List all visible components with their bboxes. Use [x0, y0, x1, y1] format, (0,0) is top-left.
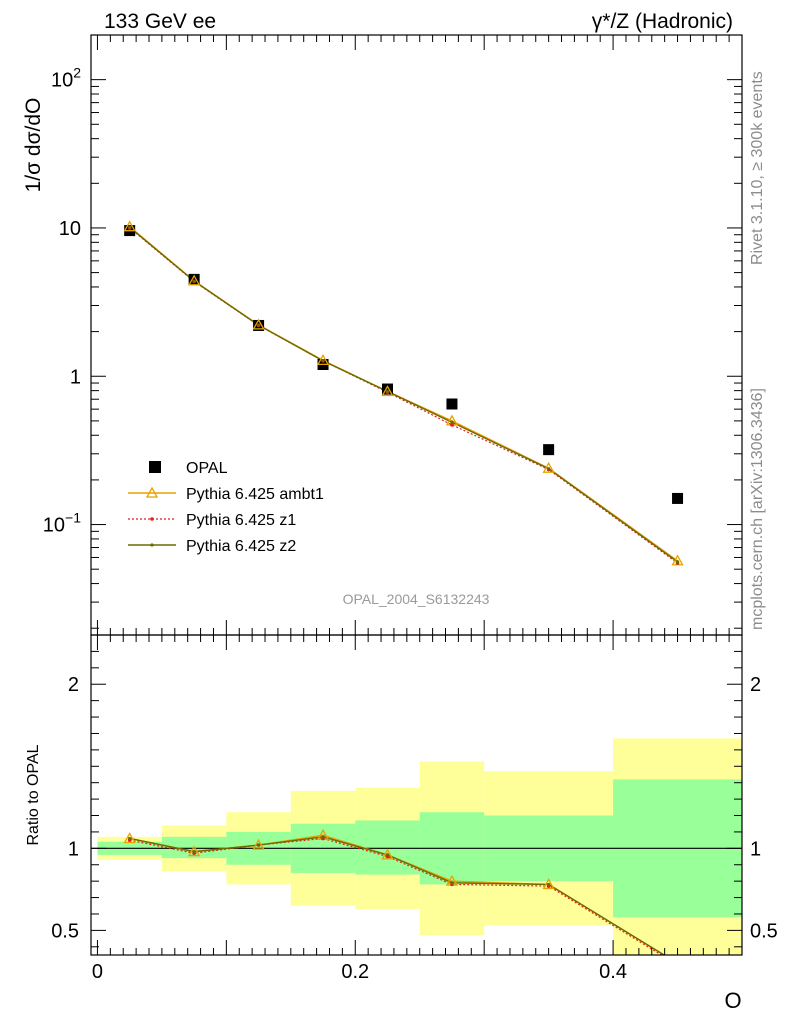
data-point-1-4 [381, 385, 394, 397]
ratio-point-2-3 [321, 835, 325, 839]
legend-label: Pythia 6.425 z2 [186, 538, 296, 555]
chart-title-right: γ*/Z (Hadronic) [592, 10, 733, 33]
legend-label: Pythia 6.425 ambt1 [186, 486, 324, 503]
x-tick-label: 0.2 [341, 961, 369, 983]
analysis-watermark: OPAL_2004_S6132243 [343, 591, 490, 607]
x-axis-label: O [724, 988, 741, 1013]
data-point-3-3 [321, 359, 325, 363]
data-point-1-1 [188, 274, 201, 286]
data-point-1-6 [542, 461, 555, 473]
legend-swatch-marker [150, 543, 154, 547]
ratio-point-2-7 [676, 962, 679, 965]
data-point-3-2 [256, 323, 261, 327]
ratio-series-group [123, 828, 683, 967]
ratio-point-2-6 [547, 882, 551, 887]
data-point-1-2 [252, 318, 265, 330]
ratio-y-tick-label-right: 2 [750, 674, 761, 696]
x-tick-label: 0.4 [599, 961, 627, 983]
legend-item: Pythia 6.425 z1 [128, 512, 296, 529]
data-point-0-5 [446, 398, 458, 410]
data-point-0-1 [188, 273, 200, 285]
ratio-point-0-7 [673, 958, 683, 967]
side-text-upper: Rivet 3.1.10, ≥ 300k events [749, 71, 766, 265]
x-tick-label: 0 [92, 961, 103, 983]
ratio-y-tick-label-left: 0.5 [51, 920, 79, 942]
data-point-3-7 [675, 560, 680, 564]
legend: OPAL Pythia 6.425 ambt1 Pythia 6.425 z1 Pyt… [128, 460, 324, 555]
ratio-series [123, 828, 683, 967]
ratio-frame [90, 634, 743, 956]
legend-item: Pythia 6.425 z2 [128, 538, 296, 555]
data-point-1-0 [123, 220, 136, 232]
ratio-y-axis-label: Ratio to OPAL [25, 744, 42, 845]
ratio-point-0-6 [542, 878, 555, 890]
data-point-0-4 [381, 383, 393, 395]
y-tick-label: 10−1 [43, 510, 81, 537]
main-ticks [91, 34, 743, 635]
ratio-point-2-0 [128, 836, 132, 841]
legend-swatch-marker [150, 517, 154, 521]
ratio-point-0-4 [381, 848, 394, 860]
series-line-1 [129, 226, 678, 562]
y-tick-label: 102 [51, 65, 81, 92]
data-point-3-1 [192, 279, 196, 283]
y-tick-label: 10 [59, 218, 81, 240]
data-point-3-5 [450, 420, 454, 424]
legend-swatch-marker [145, 486, 159, 498]
chart-title-left: 133 GeV ee [104, 10, 216, 33]
main-series [123, 220, 684, 566]
legend-item: Pythia 6.425 ambt1 [128, 486, 324, 503]
data-point-0-7 [672, 492, 684, 504]
ratio-point-0-2 [252, 838, 265, 850]
ratio-y-tick-label-right: 0.5 [750, 920, 778, 942]
ratio-y-tick-label-left: 1 [68, 838, 79, 860]
y-tick-label: 1 [70, 366, 81, 388]
data-point-1-3 [316, 354, 330, 366]
data-point-3-6 [547, 467, 551, 471]
ratio-point-2-4 [385, 853, 390, 857]
ratio-point-1-7 [676, 963, 680, 967]
main-y-tick-labels: 102 10 1 10−1 [43, 65, 81, 537]
data-point-2-5 [450, 423, 454, 427]
ratio-tick-labels: 0.5 0.5 1 1 2 2 0 0.2 0.4 [51, 674, 778, 983]
ratio-line-1 [129, 837, 663, 955]
data-point-3-4 [385, 389, 390, 394]
side-text-lower: mcplots.cern.ch [arXiv:1306.3436] [749, 388, 766, 630]
legend-swatch [149, 461, 161, 473]
data-point-0-6 [543, 444, 555, 456]
ratio-ticks [91, 635, 743, 955]
ratio-point-2-1 [192, 850, 196, 854]
ratio-point-0-0 [123, 832, 136, 844]
ratio-y-tick-label-left: 2 [68, 674, 79, 696]
legend-label: Pythia 6.425 z1 [186, 512, 296, 529]
ratio-panel: 0.5 0.5 1 1 2 2 0 0.2 0.4 Ratio to OPAL O [25, 634, 778, 1013]
ratio-y-tick-label-right: 1 [750, 838, 761, 860]
series-line-3 [129, 226, 678, 563]
legend-label: OPAL [186, 460, 228, 477]
main-y-axis-label: 1/σ dσ/dO [22, 98, 45, 193]
ratio-point-0-1 [188, 845, 201, 857]
data-point-3-0 [128, 225, 132, 229]
ratio-point-2-5 [450, 881, 454, 885]
ratio-point-2-2 [256, 843, 261, 847]
ratio-line-2 [129, 836, 666, 955]
legend-item: OPAL [149, 460, 228, 477]
